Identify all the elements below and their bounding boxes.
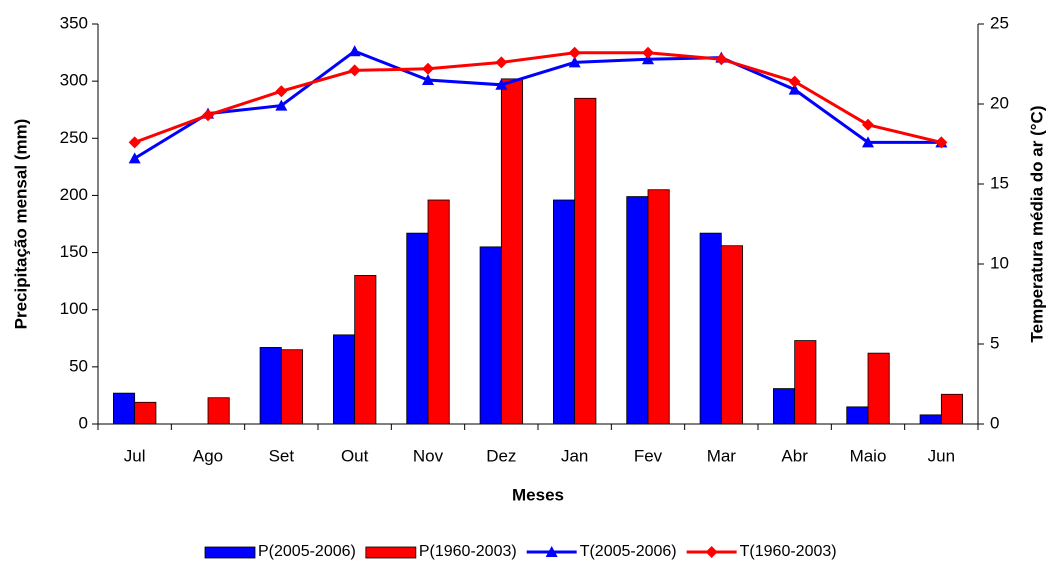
- marker: [642, 46, 654, 59]
- bar: [259, 347, 282, 425]
- bar: [500, 78, 524, 425]
- x-axis-title: Meses: [512, 485, 564, 504]
- bar: [574, 97, 597, 425]
- y2-tick-label: 0: [990, 413, 999, 432]
- line: [134, 51, 942, 144]
- x-tick-label: Jul: [124, 446, 146, 465]
- marker: [568, 46, 581, 59]
- y-tick-label: 50: [69, 356, 88, 375]
- legend-swatch: [365, 546, 417, 559]
- bar: [919, 414, 942, 425]
- y2-tick-label: 10: [990, 253, 1009, 272]
- x-tick-label: Jun: [928, 446, 955, 465]
- legend-label: T(2005-2006): [580, 543, 677, 560]
- marker: [788, 83, 801, 95]
- marker: [715, 53, 728, 66]
- bar: [794, 340, 817, 425]
- bar: [773, 388, 796, 425]
- marker: [788, 75, 801, 88]
- marker: [935, 136, 948, 149]
- bar: [113, 392, 136, 425]
- marker: [545, 546, 558, 557]
- legend-swatch: [204, 546, 256, 559]
- marker: [705, 546, 718, 558]
- y2-axis-title: Temperatura média do ar (°C): [1027, 106, 1046, 343]
- bar: [647, 189, 670, 425]
- y2-tick-label: 15: [990, 173, 1009, 192]
- y-tick-label: 300: [60, 71, 88, 90]
- legend-label: T(1960-2003): [740, 543, 837, 560]
- bar: [134, 401, 157, 425]
- y-tick-label: 150: [60, 242, 88, 261]
- marker: [202, 109, 214, 122]
- x-tick-label: Abr: [781, 446, 808, 465]
- marker: [128, 136, 141, 149]
- x-tick-label: Jan: [561, 446, 588, 465]
- y-tick-label: 200: [60, 185, 88, 204]
- bar: [280, 349, 304, 425]
- y2-tick-label: 20: [990, 93, 1009, 112]
- marker: [422, 62, 434, 75]
- x-tick-label: Out: [341, 446, 369, 465]
- bar: [720, 245, 743, 425]
- x-tick-label: Mar: [707, 446, 737, 465]
- bar: [332, 334, 356, 425]
- marker: [495, 56, 508, 69]
- bar: [479, 246, 502, 425]
- bar: [626, 196, 649, 425]
- marker: [862, 118, 874, 131]
- bar: [354, 275, 377, 425]
- x-tick-label: Set: [269, 446, 295, 465]
- bar: [406, 232, 429, 425]
- bar: [699, 232, 722, 425]
- y-tick-label: 0: [79, 413, 88, 432]
- marker: [275, 99, 288, 111]
- bar: [940, 393, 963, 425]
- marker: [348, 45, 361, 57]
- y-tick-label: 350: [60, 13, 88, 32]
- bar: [867, 352, 890, 425]
- x-tick-label: Maio: [850, 446, 887, 465]
- marker: [128, 152, 141, 164]
- marker: [422, 74, 434, 85]
- x-tick-label: Fev: [634, 446, 663, 465]
- legend-label: P(1960-2003): [419, 543, 517, 560]
- bar: [553, 199, 576, 425]
- y2-tick-label: 25: [990, 13, 1009, 32]
- marker: [275, 85, 288, 98]
- x-tick-label: Dez: [486, 446, 516, 465]
- legend-label: P(2005-2006): [258, 543, 356, 560]
- bar: [427, 199, 450, 425]
- marker: [568, 56, 581, 68]
- y-tick-label: 250: [60, 128, 88, 147]
- y-axis-title: Precipitação mensal (mm): [11, 119, 30, 330]
- marker: [495, 78, 508, 90]
- bar: [846, 406, 869, 425]
- line: [133, 49, 942, 160]
- bar: [207, 397, 230, 425]
- marker: [862, 136, 874, 148]
- y-tick-label: 100: [60, 299, 88, 318]
- x-tick-label: Nov: [413, 446, 444, 465]
- x-tick-label: Ago: [193, 446, 223, 465]
- marker: [348, 64, 361, 77]
- y2-tick-label: 5: [990, 333, 999, 352]
